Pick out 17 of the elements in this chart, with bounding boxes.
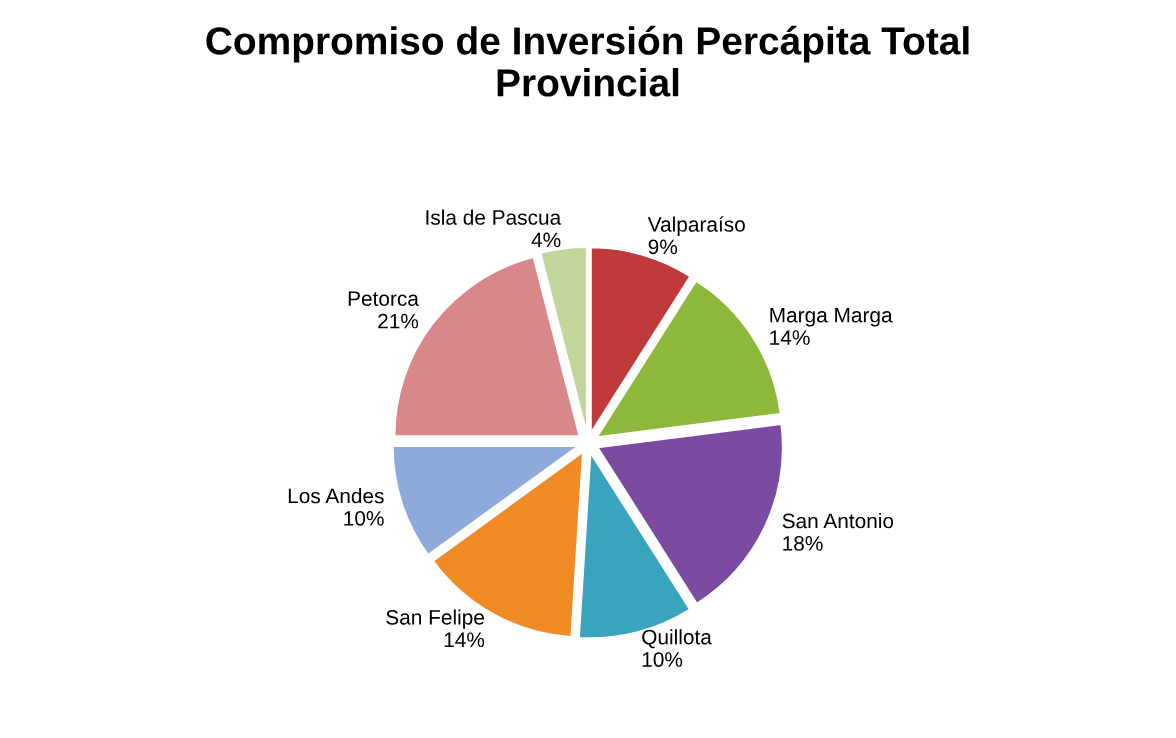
data-label: 14% <box>444 632 485 648</box>
slice-label: Isla de Pascua <box>426 209 562 225</box>
data-label: 4% <box>531 232 561 248</box>
slice-label: Quillota <box>642 629 712 649</box>
data-label: 10% <box>642 652 683 667</box>
data-label: 14% <box>770 330 810 345</box>
data-label: 18% <box>783 535 823 551</box>
data-label: 10% <box>344 511 384 526</box>
slice-label: Valparaíso <box>647 216 745 236</box>
slice-label: San Antonio <box>782 512 894 529</box>
slice-label: Marga Marga <box>770 307 893 327</box>
chart-title: Compromiso de Inversión Percápita Total Provincial <box>206 25 969 97</box>
slice-label: Petorca <box>348 291 419 306</box>
slice-label: San Felipe <box>386 609 484 629</box>
data-label: 9% <box>648 239 678 255</box>
slice-label: Los Andes <box>288 488 384 504</box>
data-label: 21% <box>378 313 419 329</box>
